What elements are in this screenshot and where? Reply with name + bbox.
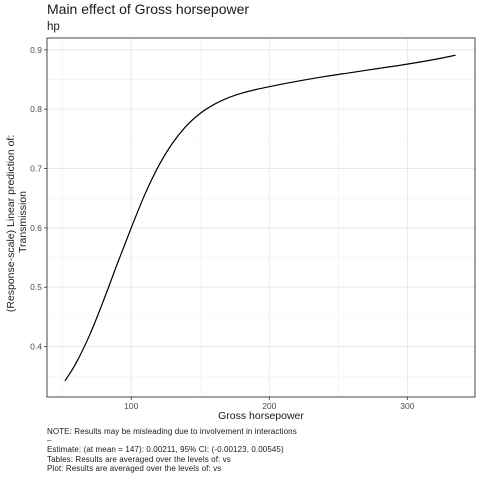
tick-labels: 100 200 300 0.4 0.5 0.6 0.7 0.8 0.9: [30, 45, 415, 411]
y-tick-label: 0.5: [30, 282, 42, 292]
chart-subtitle: hp: [47, 21, 60, 33]
x-tick-label: 300: [400, 401, 414, 411]
x-tick-label: 100: [124, 401, 138, 411]
x-axis-title: Gross horsepower: [218, 410, 304, 422]
caption-dash: –: [47, 436, 52, 446]
caption-note: NOTE: Results may be misleading due to i…: [47, 427, 297, 436]
grid: [46, 37, 476, 398]
x-tick-label: 200: [262, 401, 276, 411]
y-tick-label: 0.6: [30, 223, 42, 233]
y-axis-title: (Response-scale) Linear prediction of: T…: [5, 132, 29, 312]
caption: NOTE: Results may be misleading due to i…: [47, 427, 297, 473]
y-tick-label: 0.9: [30, 45, 42, 55]
y-tick-label: 0.8: [30, 104, 42, 114]
caption-plot: Plot: Results are averaged over the leve…: [47, 463, 222, 473]
series-line: [64, 54, 456, 382]
chart-title: Main effect of Gross horsepower: [47, 1, 250, 17]
y-axis-title-line-1: (Response-scale) Linear prediction of:: [5, 135, 17, 312]
y-tick-label: 0.4: [30, 342, 42, 352]
caption-estimate: Estimate: (at mean = 147): 0.00211, 95% …: [47, 445, 284, 455]
panel-border: [46, 37, 476, 398]
y-tick-label: 0.7: [30, 164, 42, 174]
series-lines: [64, 54, 456, 382]
y-axis-title-line-2: Transmission: [17, 191, 29, 253]
caption-tables: Tables: Results are averaged over the le…: [47, 454, 231, 464]
